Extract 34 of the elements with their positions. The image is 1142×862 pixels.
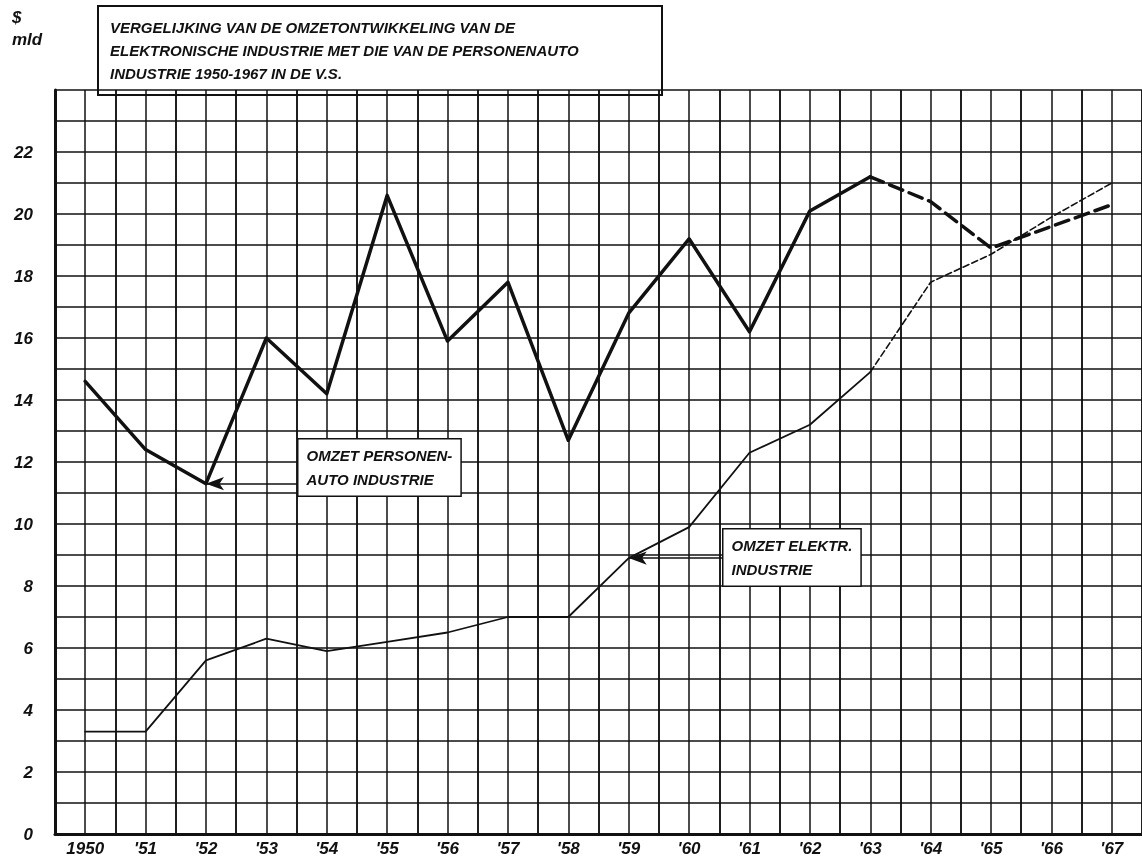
x-tick-label: '54 [315, 839, 339, 858]
annotation: OMZET PERSONEN- AUTO INDUSTRIE [305, 447, 453, 488]
x-tick-label: '57 [496, 839, 521, 858]
y-tick-label: 10 [14, 514, 34, 534]
y-tick-label: 18 [14, 266, 34, 286]
y-tick-label: 6 [23, 638, 34, 658]
x-tick-label: '51 [134, 839, 158, 858]
x-tick-label: '66 [1039, 839, 1064, 858]
y-tick-label: 0 [23, 824, 34, 844]
y-tick-label: 22 [13, 142, 34, 162]
x-tick-label: '56 [436, 839, 460, 858]
x-tick-label: '53 [254, 839, 279, 858]
y-tick-label: 16 [14, 328, 34, 348]
x-tick-label: '58 [556, 839, 581, 858]
y-tick-label: 4 [22, 700, 34, 720]
y-tick-label: 20 [13, 204, 34, 224]
y-tick-label: 14 [14, 390, 34, 410]
x-tick-label: '65 [979, 839, 1004, 858]
x-tick-label: '52 [194, 839, 218, 858]
x-tick-label: '63 [858, 839, 883, 858]
chart-title: VERGELIJKING VAN DE OMZETONTWIKKELING VAN DE ELEKTRONISCHE INDUSTRIE MET DIE VAN DE PERSONENAUTO INDUSTRIE 1950-1967 IN DE V.S. [110, 19, 583, 82]
x-tick-label: 1950 [66, 839, 105, 858]
x-tick-label: '61 [738, 839, 761, 858]
x-tick-label: '64 [919, 839, 943, 858]
x-tick-label: '67 [1100, 839, 1125, 858]
annotation: OMZET ELEKTR. INDUSTRIE [731, 537, 853, 578]
x-tick-label: '55 [375, 839, 400, 858]
y-tick-label: 2 [22, 762, 34, 782]
x-tick-label: '62 [798, 839, 822, 858]
y-tick-label: 8 [23, 576, 34, 596]
x-tick-label: '59 [617, 839, 641, 858]
y-axis-title: $ mld [11, 7, 43, 49]
y-tick-label: 12 [14, 452, 34, 472]
x-tick-label: '60 [677, 839, 702, 858]
